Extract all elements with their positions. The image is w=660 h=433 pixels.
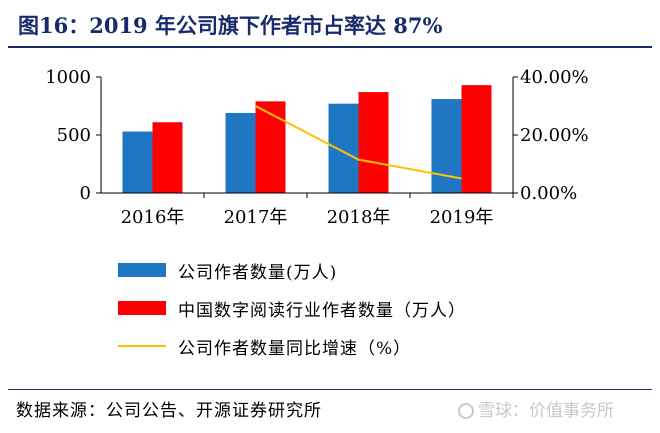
legend-swatch-blue	[118, 263, 166, 277]
legend-swatch-line	[118, 345, 166, 347]
source-note: 数据来源：公司公告、开源证券研究所	[16, 401, 322, 421]
y-left-tick-label: 1000	[45, 67, 91, 88]
x-tick-label: 2016年	[121, 207, 185, 228]
bar-industry-2	[358, 92, 389, 193]
bar-company-3	[431, 99, 462, 193]
x-tick-label: 2019年	[430, 207, 494, 228]
bar-company-2	[328, 103, 359, 193]
title-divider	[8, 46, 652, 48]
watermark-text: 雪球：价值事务所	[478, 401, 614, 421]
legend-label: 公司作者数量同比增速（%）	[178, 339, 412, 359]
legend-label: 中国数字阅读行业作者数量（万人）	[178, 301, 466, 321]
bar-industry-1	[255, 101, 286, 193]
x-tick-label: 2017年	[224, 207, 288, 228]
bar-company-0	[122, 131, 153, 193]
bar-company-1	[225, 112, 256, 193]
legend-swatch-red	[118, 301, 166, 315]
combo-chart: 0 500 1000 0.00% 20.00% 40.00% 2016年 2017年 2018年…	[45, 67, 589, 228]
watermark: 雪球：价值事务所	[458, 396, 614, 421]
y-left-tick-label: 0	[80, 183, 91, 204]
footer-divider	[8, 389, 652, 390]
y-right-tick-label: 0.00%	[520, 183, 577, 204]
figure-title: 图16：2019 年公司旗下作者市占率达 87%	[18, 13, 443, 38]
y-right-tick-label: 20.00%	[520, 125, 589, 146]
legend-label: 公司作者数量(万人)	[178, 263, 338, 283]
y-left-tick-label: 500	[57, 125, 91, 146]
growth-rate-line	[255, 105, 462, 180]
x-tick-label: 2018年	[327, 207, 391, 228]
bar-industry-3	[461, 85, 492, 193]
bar-industry-0	[152, 122, 183, 193]
snowball-logo-icon	[458, 403, 474, 419]
y-right-tick-label: 40.00%	[520, 67, 589, 88]
